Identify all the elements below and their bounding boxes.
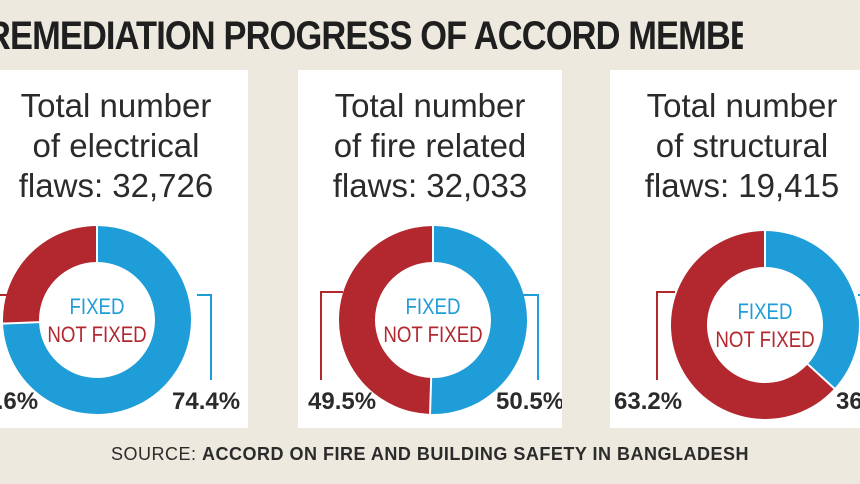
not-fixed-leader-line: [656, 291, 675, 380]
fixed-slice: [3, 226, 192, 415]
slice-separator: [806, 362, 836, 390]
fixed-slice: [430, 226, 527, 414]
not-fixed-legend-label: NOT FIXED: [383, 324, 482, 348]
source-text: ACCORD ON FIRE AND BUILDING SAFETY IN BA…: [202, 444, 750, 464]
not-fixed-percent-label: 63.2%: [614, 388, 683, 415]
fixed-leader-line: [523, 294, 539, 380]
chart-heading: Total number of electrical flaws: 32,726: [0, 86, 248, 206]
heading-line-2: of structural: [655, 127, 829, 164]
fixed-legend-label: FIXED: [69, 296, 124, 320]
not-fixed-slice: [338, 226, 433, 414]
fire-flaws-panel: Total number of fire related flaws: 32,0…: [298, 70, 562, 428]
slice-separator: [2, 321, 41, 325]
heading-line-3: flaws: 32,726: [18, 167, 214, 204]
fixed-slice: [765, 231, 859, 389]
structural-flaws-panel: Total number of structural flaws: 19,415…: [610, 70, 860, 428]
source-prefix: SOURCE:: [110, 444, 202, 464]
heading-line-2: of fire related: [333, 127, 527, 164]
slice-separator: [429, 376, 433, 415]
not-fixed-slice: [2, 226, 97, 324]
heading-line-1: Total number: [646, 87, 838, 124]
fixed-legend-label: FIXED: [405, 296, 460, 320]
electrical-flaws-panel: Total number of electrical flaws: 32,726…: [0, 70, 248, 428]
source-note: SOURCE: ACCORD ON FIRE AND BUILDING SAFE…: [0, 444, 860, 465]
fixed-percent-label: 50.5%: [496, 388, 562, 415]
fire-donut-chart: FIXED NOT FIXED: [320, 225, 539, 415]
chart-heading: Total number of structural flaws: 19,415: [610, 86, 860, 206]
fixed-legend-label: FIXED: [737, 301, 792, 325]
not-fixed-legend-label: NOT FIXED: [47, 324, 146, 348]
heading-line-2: of electrical: [32, 127, 200, 164]
heading-line-1: Total number: [20, 87, 212, 124]
page-title: REMEDIATION PROGRESS OF ACCORD MEMBER FA…: [0, 14, 743, 58]
chart-heading: Total number of fire related flaws: 32,0…: [298, 86, 562, 206]
not-fixed-leader-line: [320, 291, 343, 380]
heading-line-3: flaws: 32,033: [332, 167, 528, 204]
fixed-percent-label: 36.8%: [836, 388, 860, 415]
heading-line-3: flaws: 19,415: [644, 167, 840, 204]
not-fixed-slice: [671, 231, 835, 419]
heading-line-1: Total number: [334, 87, 526, 124]
structural-donut-chart: FIXED NOT FIXED: [656, 230, 860, 419]
not-fixed-percent-label: 25.6%: [0, 388, 39, 415]
not-fixed-legend-label: NOT FIXED: [715, 329, 814, 353]
fixed-percent-label: 74.4%: [172, 388, 241, 415]
electrical-donut-chart: FIXED NOT FIXED: [0, 225, 212, 415]
not-fixed-percent-label: 49.5%: [308, 388, 377, 415]
fixed-leader-line: [197, 294, 212, 380]
not-fixed-leader-line: [0, 294, 14, 296]
